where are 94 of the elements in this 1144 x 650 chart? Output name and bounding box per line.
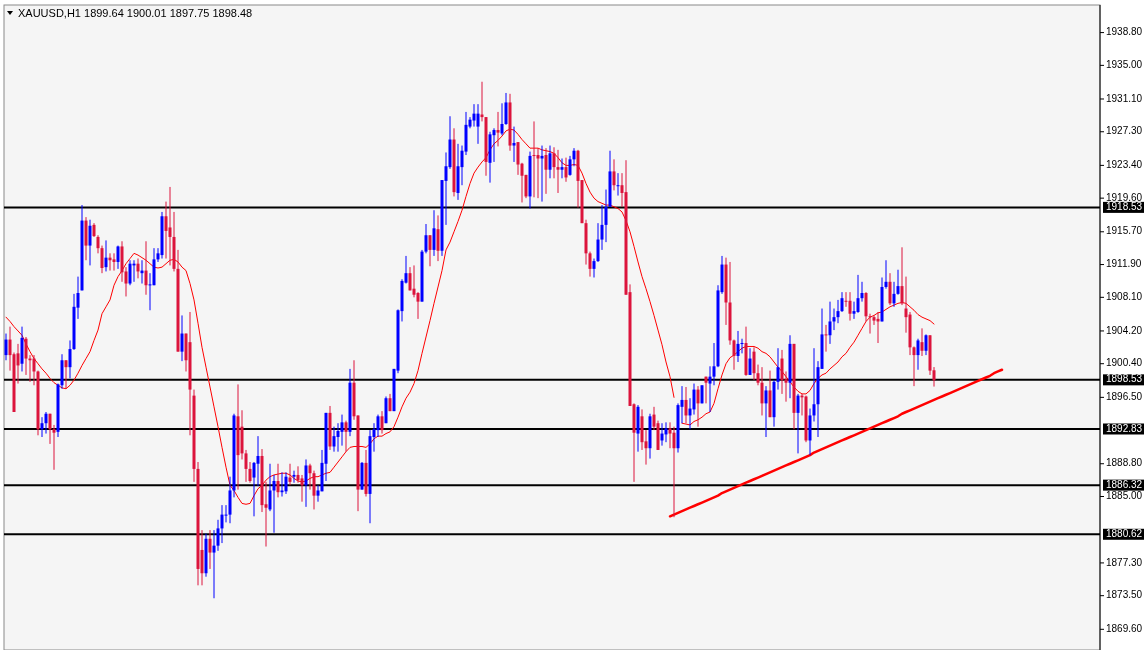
- ref-line-label: 1892.83: [1106, 422, 1143, 434]
- chart-title: XAUUSD,H1 1899.64 1900.01 1897.75 1898.48: [18, 6, 253, 19]
- y-tick-label: 1896.50: [1106, 390, 1143, 402]
- candlestick: [128, 259, 132, 286]
- candlestick: [556, 149, 560, 194]
- candlestick: [272, 474, 276, 534]
- candlestick: [340, 414, 344, 447]
- candlestick: [856, 274, 860, 314]
- line-series: [668, 368, 1004, 518]
- candlestick: [696, 385, 700, 428]
- candlestick: [280, 471, 284, 498]
- y-tick-label: 1904.20: [1106, 324, 1143, 336]
- candlestick: [4, 333, 8, 361]
- candlestick: [760, 366, 764, 416]
- candlestick: [180, 314, 184, 362]
- candlestick: [416, 291, 420, 320]
- candlestick: [344, 420, 348, 453]
- y-tick-label: 1885.00: [1106, 490, 1143, 502]
- y-tick-label: 1869.60: [1106, 622, 1143, 634]
- candlestick: [64, 359, 68, 390]
- candlestick: [544, 147, 548, 195]
- candlestick: [292, 470, 296, 484]
- ref-line-label: 1886.32: [1106, 478, 1143, 490]
- candlestick: [288, 463, 292, 486]
- candlestick: [496, 111, 500, 147]
- y-tick-label: 1900.40: [1106, 357, 1143, 369]
- candlestick: [564, 157, 568, 183]
- candlestick: [664, 421, 668, 443]
- candlestick: [604, 189, 608, 243]
- candlestick: [920, 327, 924, 357]
- candlestick: [428, 234, 432, 267]
- candlestick: [548, 145, 552, 179]
- candlestick: [536, 147, 540, 199]
- candlestick: [796, 393, 800, 454]
- candlestick: [704, 376, 708, 404]
- y-tick-label: 1923.40: [1106, 159, 1143, 171]
- candlestick: [616, 172, 620, 197]
- candlestick: [692, 383, 696, 416]
- candlestick: [532, 120, 536, 198]
- candlestick: [672, 426, 676, 518]
- candlestick: [492, 127, 496, 163]
- candlestick: [220, 504, 224, 544]
- candlestick: [740, 338, 744, 354]
- y-tick-label: 1873.50: [1106, 589, 1143, 601]
- y-tick-label: 1915.70: [1106, 225, 1143, 237]
- y-tick-label: 1919.60: [1106, 191, 1143, 203]
- candlestick: [256, 435, 260, 487]
- candlestick: [748, 347, 752, 376]
- candlestick: [476, 103, 480, 145]
- candlestick: [376, 414, 380, 438]
- candlestick: [300, 474, 304, 503]
- y-tick-label: 1938.80: [1106, 26, 1143, 38]
- candlestick: [752, 346, 756, 381]
- candlestick: [380, 410, 384, 435]
- ref-line-label: 1918.53: [1106, 201, 1143, 213]
- candlestick: [828, 301, 832, 345]
- candlestick: [88, 219, 92, 266]
- candlestick: [840, 291, 844, 313]
- candlestick: [136, 258, 140, 279]
- candlestick: [44, 411, 48, 435]
- candlestick: [924, 333, 928, 356]
- y-tick-label: 1888.80: [1106, 457, 1143, 469]
- y-tick-label: 1911.90: [1106, 258, 1142, 270]
- candlestick: [824, 324, 828, 353]
- y-tick-label: 1908.10: [1106, 290, 1143, 302]
- ref-line-label: 1880.62: [1106, 527, 1143, 539]
- y-tick-label: 1931.10: [1106, 92, 1143, 104]
- candlestick: [304, 458, 308, 508]
- candlestick: [684, 386, 688, 424]
- candlestick: [104, 239, 108, 272]
- candlestick: [208, 529, 212, 570]
- candlestick: [276, 463, 280, 498]
- candlestick: [112, 252, 116, 272]
- ref-line-label: 1898.53: [1106, 373, 1143, 385]
- y-tick-label: 1927.30: [1106, 125, 1143, 137]
- candlestick: [736, 330, 740, 363]
- candlestick: [32, 354, 36, 386]
- candlestick: [436, 214, 440, 262]
- candlestick: [732, 339, 736, 371]
- candlestick: [848, 291, 852, 322]
- candlestick: [916, 338, 920, 371]
- candlestick: [284, 471, 288, 495]
- candlestick: [764, 385, 768, 438]
- candlestick: [560, 157, 564, 179]
- candlestick: [144, 240, 148, 296]
- candlestick: [888, 272, 892, 306]
- y-tick-label: 1935.00: [1106, 59, 1143, 70]
- candlestick: [512, 126, 516, 163]
- candlestick: [472, 103, 476, 128]
- candlestick: [40, 416, 44, 438]
- y-tick-label: 1877.30: [1106, 556, 1143, 568]
- candlestick: [432, 209, 436, 257]
- candlestick: [612, 158, 616, 191]
- candlestick: [332, 426, 336, 453]
